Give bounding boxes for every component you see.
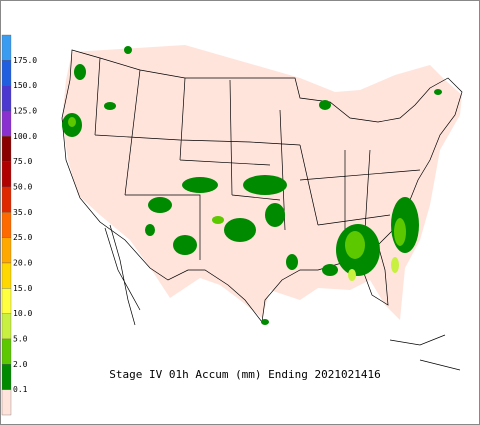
precip-areas: [62, 46, 442, 325]
legend-label: 35.0: [13, 208, 32, 217]
map-title: Stage IV 01h Accum (mm) Ending 202102141…: [109, 368, 381, 381]
legend-label: 175.0: [13, 56, 37, 65]
legend-label: 10.0: [13, 309, 32, 318]
legend-swatch: [1, 338, 12, 365]
legend-swatch: [1, 85, 12, 112]
legend-swatch: [1, 288, 12, 314]
legend-swatch: [1, 262, 12, 289]
legend-swatch: [1, 136, 12, 162]
legend-label: 25.0: [13, 233, 32, 242]
legend-swatch: [1, 237, 12, 264]
legend-swatch: [1, 313, 12, 340]
legend-label: 75.0: [13, 157, 32, 166]
legend-swatch: [1, 389, 12, 416]
legend-swatch: [1, 60, 12, 86]
legend-swatch: [1, 186, 12, 213]
legend-label: 150.0: [13, 81, 37, 90]
legend-swatch: [1, 34, 12, 61]
legend-label: 0.1: [13, 385, 28, 394]
legend-label: 5.0: [13, 335, 28, 344]
legend-label: 100.0: [13, 132, 37, 141]
legend-label: 125.0: [13, 107, 37, 116]
legend: 175.0 150.0 125.0 100.0 75.0 50.0 35.0 25.0 20.0…: [1, 34, 37, 416]
legend-swatch: [1, 364, 12, 390]
boundaries: [61, 49, 463, 371]
legend-label: 50.0: [13, 183, 32, 192]
legend-swatch: [1, 212, 12, 238]
legend-label: 2.0: [13, 360, 28, 369]
legend-swatch: [1, 161, 12, 188]
legend-label: 15.0: [13, 284, 32, 293]
legend-label: 20.0: [13, 259, 32, 268]
legend-swatch: [1, 110, 12, 137]
